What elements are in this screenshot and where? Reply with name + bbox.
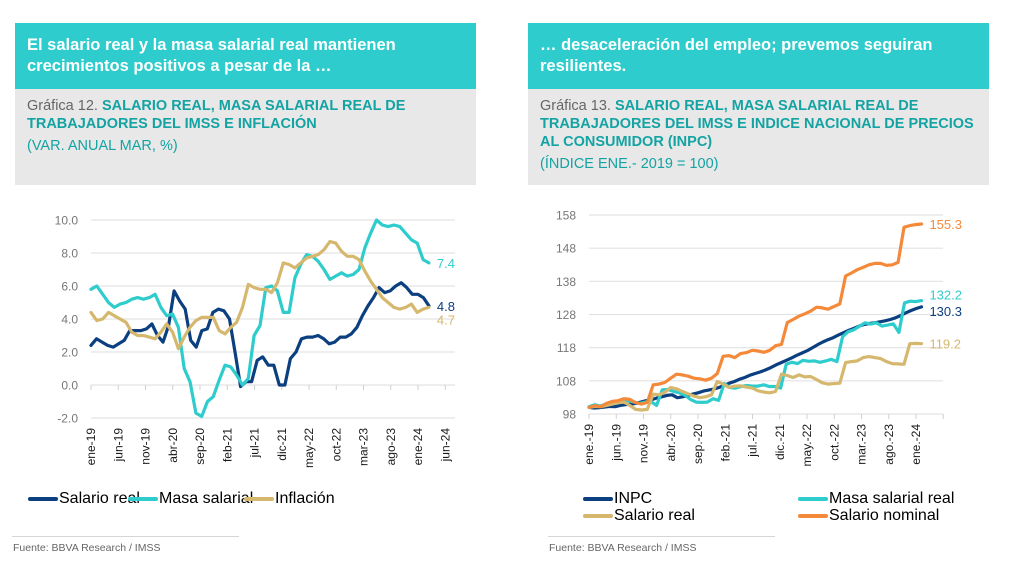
- left-x-tick-label: ene-19: [84, 428, 98, 466]
- left-chart-title: SALARIO REAL, MASA SALARIAL REAL DE TRAB…: [27, 98, 406, 132]
- right-x-tick-label: dic.-21: [773, 424, 787, 460]
- right-end-label-salario-real: 119.2: [929, 337, 961, 352]
- left-y-tick-label: 0.0: [61, 379, 78, 393]
- right-x-tick-label: abr.-20: [664, 424, 678, 462]
- left-source: Fuente: BBVA Research / IMSS: [13, 542, 161, 554]
- left-y-tick-label: 2.0: [61, 346, 78, 360]
- right-x-tick-label: oct.-22: [827, 424, 841, 461]
- right-x-tick-label: jun.-19: [609, 424, 623, 462]
- right-legend-swatch: [798, 514, 828, 518]
- right-x-tick-label: feb.-21: [718, 424, 732, 462]
- left-x-tick-label: dic-21: [275, 428, 289, 461]
- left-y-tick-label: 4.0: [61, 313, 78, 327]
- left-y-tick-label: 10.0: [55, 214, 79, 228]
- left-x-tick-label: nov-19: [139, 428, 153, 465]
- left-x-tick-label: mar-23: [357, 428, 371, 466]
- left-x-tick-label: abr-20: [166, 428, 180, 463]
- right-y-tick-label: 98: [563, 408, 577, 422]
- left-x-tick-label: jun-19: [111, 428, 125, 463]
- left-x-tick-label: feb-21: [220, 428, 234, 462]
- right-y-tick-label: 118: [557, 341, 576, 355]
- left-legend-item-inflacion: Inflación: [244, 490, 335, 508]
- right-x-tick-label: mar.-23: [855, 424, 869, 465]
- right-series-line-salario-real: [587, 341, 924, 412]
- right-legend-item-salario-real: Salario real: [583, 507, 695, 525]
- left-x-tick-label: sep-20: [193, 428, 207, 465]
- right-legend-label: Salario nominal: [829, 507, 940, 524]
- left-chart-number: Gráfica 12.: [27, 98, 98, 114]
- right-x-tick-label: jul.-21: [746, 424, 760, 458]
- right-chart-units: (ÍNDICE ENE.- 2019 = 100): [540, 156, 719, 172]
- right-x-tick-label: ago.-23: [882, 424, 896, 465]
- left-y-tick-label: 8.0: [61, 247, 78, 261]
- right-y-tick-label: 148: [556, 242, 576, 256]
- right-legend-item-inpc: INPC: [583, 490, 652, 508]
- left-legend-item-masa-salarial: Masa salarial: [128, 490, 253, 508]
- right-end-label-inpc: 130.3: [929, 304, 962, 319]
- left-line-chart: 10.0 8.0 6.0 4.0 2.0 0.0 -2.0 ene-19 jun-19 nov-1…: [55, 214, 455, 468]
- left-series-line-masa-salarial: [89, 218, 431, 418]
- left-legend-swatch: [28, 497, 58, 501]
- right-chart-title-block: Gráfica 13. SALARIO REAL, MASA SALARIAL …: [540, 97, 977, 151]
- right-chart-title: SALARIO REAL, MASA SALARIAL REAL DE TRAB…: [540, 98, 974, 150]
- right-legend-item-masa-salarial-real: Masa salarial real: [798, 490, 954, 508]
- right-chart-header: Gráfica 13. SALARIO REAL, MASA SALARIAL …: [528, 89, 989, 185]
- right-legend-label: Masa salarial real: [829, 490, 955, 507]
- right-end-label-masa-salarial-real: 132.2: [929, 288, 962, 303]
- right-end-label-salario-nominal: 155.3: [929, 217, 962, 232]
- right-y-tick-label: 128: [556, 308, 576, 322]
- right-source-rule: [548, 536, 775, 537]
- left-x-tick-label: jun-24: [438, 428, 452, 463]
- left-series-line-salario-real: [89, 281, 431, 389]
- left-legend-label: Inflación: [275, 490, 335, 507]
- right-x-tick-label: sep.-20: [691, 424, 705, 464]
- left-legend-swatch: [244, 497, 274, 501]
- right-x-tick-label: ene.-24: [909, 424, 923, 465]
- left-banner: El salario real y la masa salarial real …: [15, 23, 476, 89]
- left-legend-item-salario-real: Salario real: [28, 490, 140, 508]
- left-legend-label: Masa salarial: [159, 490, 254, 507]
- left-source-divider: [12, 536, 239, 537]
- right-y-tick-label: 158: [556, 209, 576, 223]
- left-series-line-inflacion: [89, 239, 431, 351]
- left-x-tick-label: may-22: [302, 428, 316, 468]
- right-y-tick-label: 108: [556, 374, 576, 388]
- left-end-label-salario-real: 4.8: [437, 299, 455, 314]
- left-chart-title-block: Gráfica 12. SALARIO REAL, MASA SALARIAL …: [27, 97, 464, 133]
- right-legend-label: Salario real: [614, 507, 695, 524]
- left-x-tick-label: ene-24: [411, 428, 425, 466]
- right-banner: … desaceleración del empleo; prevemos se…: [528, 23, 989, 89]
- right-x-tick-label: nov.-19: [637, 424, 651, 463]
- left-y-tick-label: 6.0: [61, 280, 78, 294]
- left-x-tick-label: ago-23: [384, 428, 398, 466]
- right-legend-label: INPC: [614, 490, 653, 507]
- left-panel: El salario real y la masa salarial real …: [15, 23, 476, 185]
- left-x-tick-label: jul-21: [248, 428, 262, 459]
- left-chart-units: (VAR. ANUAL MAR, %): [27, 138, 178, 154]
- right-chart-number: Gráfica 13.: [540, 98, 611, 114]
- left-end-label-inflacion: 4.7: [437, 312, 455, 327]
- left-end-label-masa-salarial: 7.4: [437, 256, 455, 271]
- right-panel: … desaceleración del empleo; prevemos se…: [528, 23, 989, 185]
- left-legend-swatch: [128, 497, 158, 501]
- left-chart-header: Gráfica 12. SALARIO REAL, MASA SALARIAL …: [15, 89, 476, 185]
- left-y-tick-label: -2.0: [57, 412, 78, 426]
- left-x-tick-label: oct-22: [329, 428, 343, 462]
- right-legend-swatch: [583, 514, 613, 518]
- left-legend-label: Salario real: [59, 490, 140, 507]
- right-x-tick-label: may.-22: [800, 424, 814, 467]
- right-legend-item-salario-nominal: Salario nominal: [798, 507, 939, 525]
- right-legend-swatch: [583, 497, 613, 501]
- right-legend-swatch: [798, 497, 828, 501]
- right-y-tick-label: 138: [556, 275, 576, 289]
- right-series-line-salario-nominal: [587, 222, 924, 409]
- right-x-tick-label: ene.-19: [582, 424, 596, 465]
- right-source: Fuente: BBVA Research / IMSS: [549, 542, 697, 554]
